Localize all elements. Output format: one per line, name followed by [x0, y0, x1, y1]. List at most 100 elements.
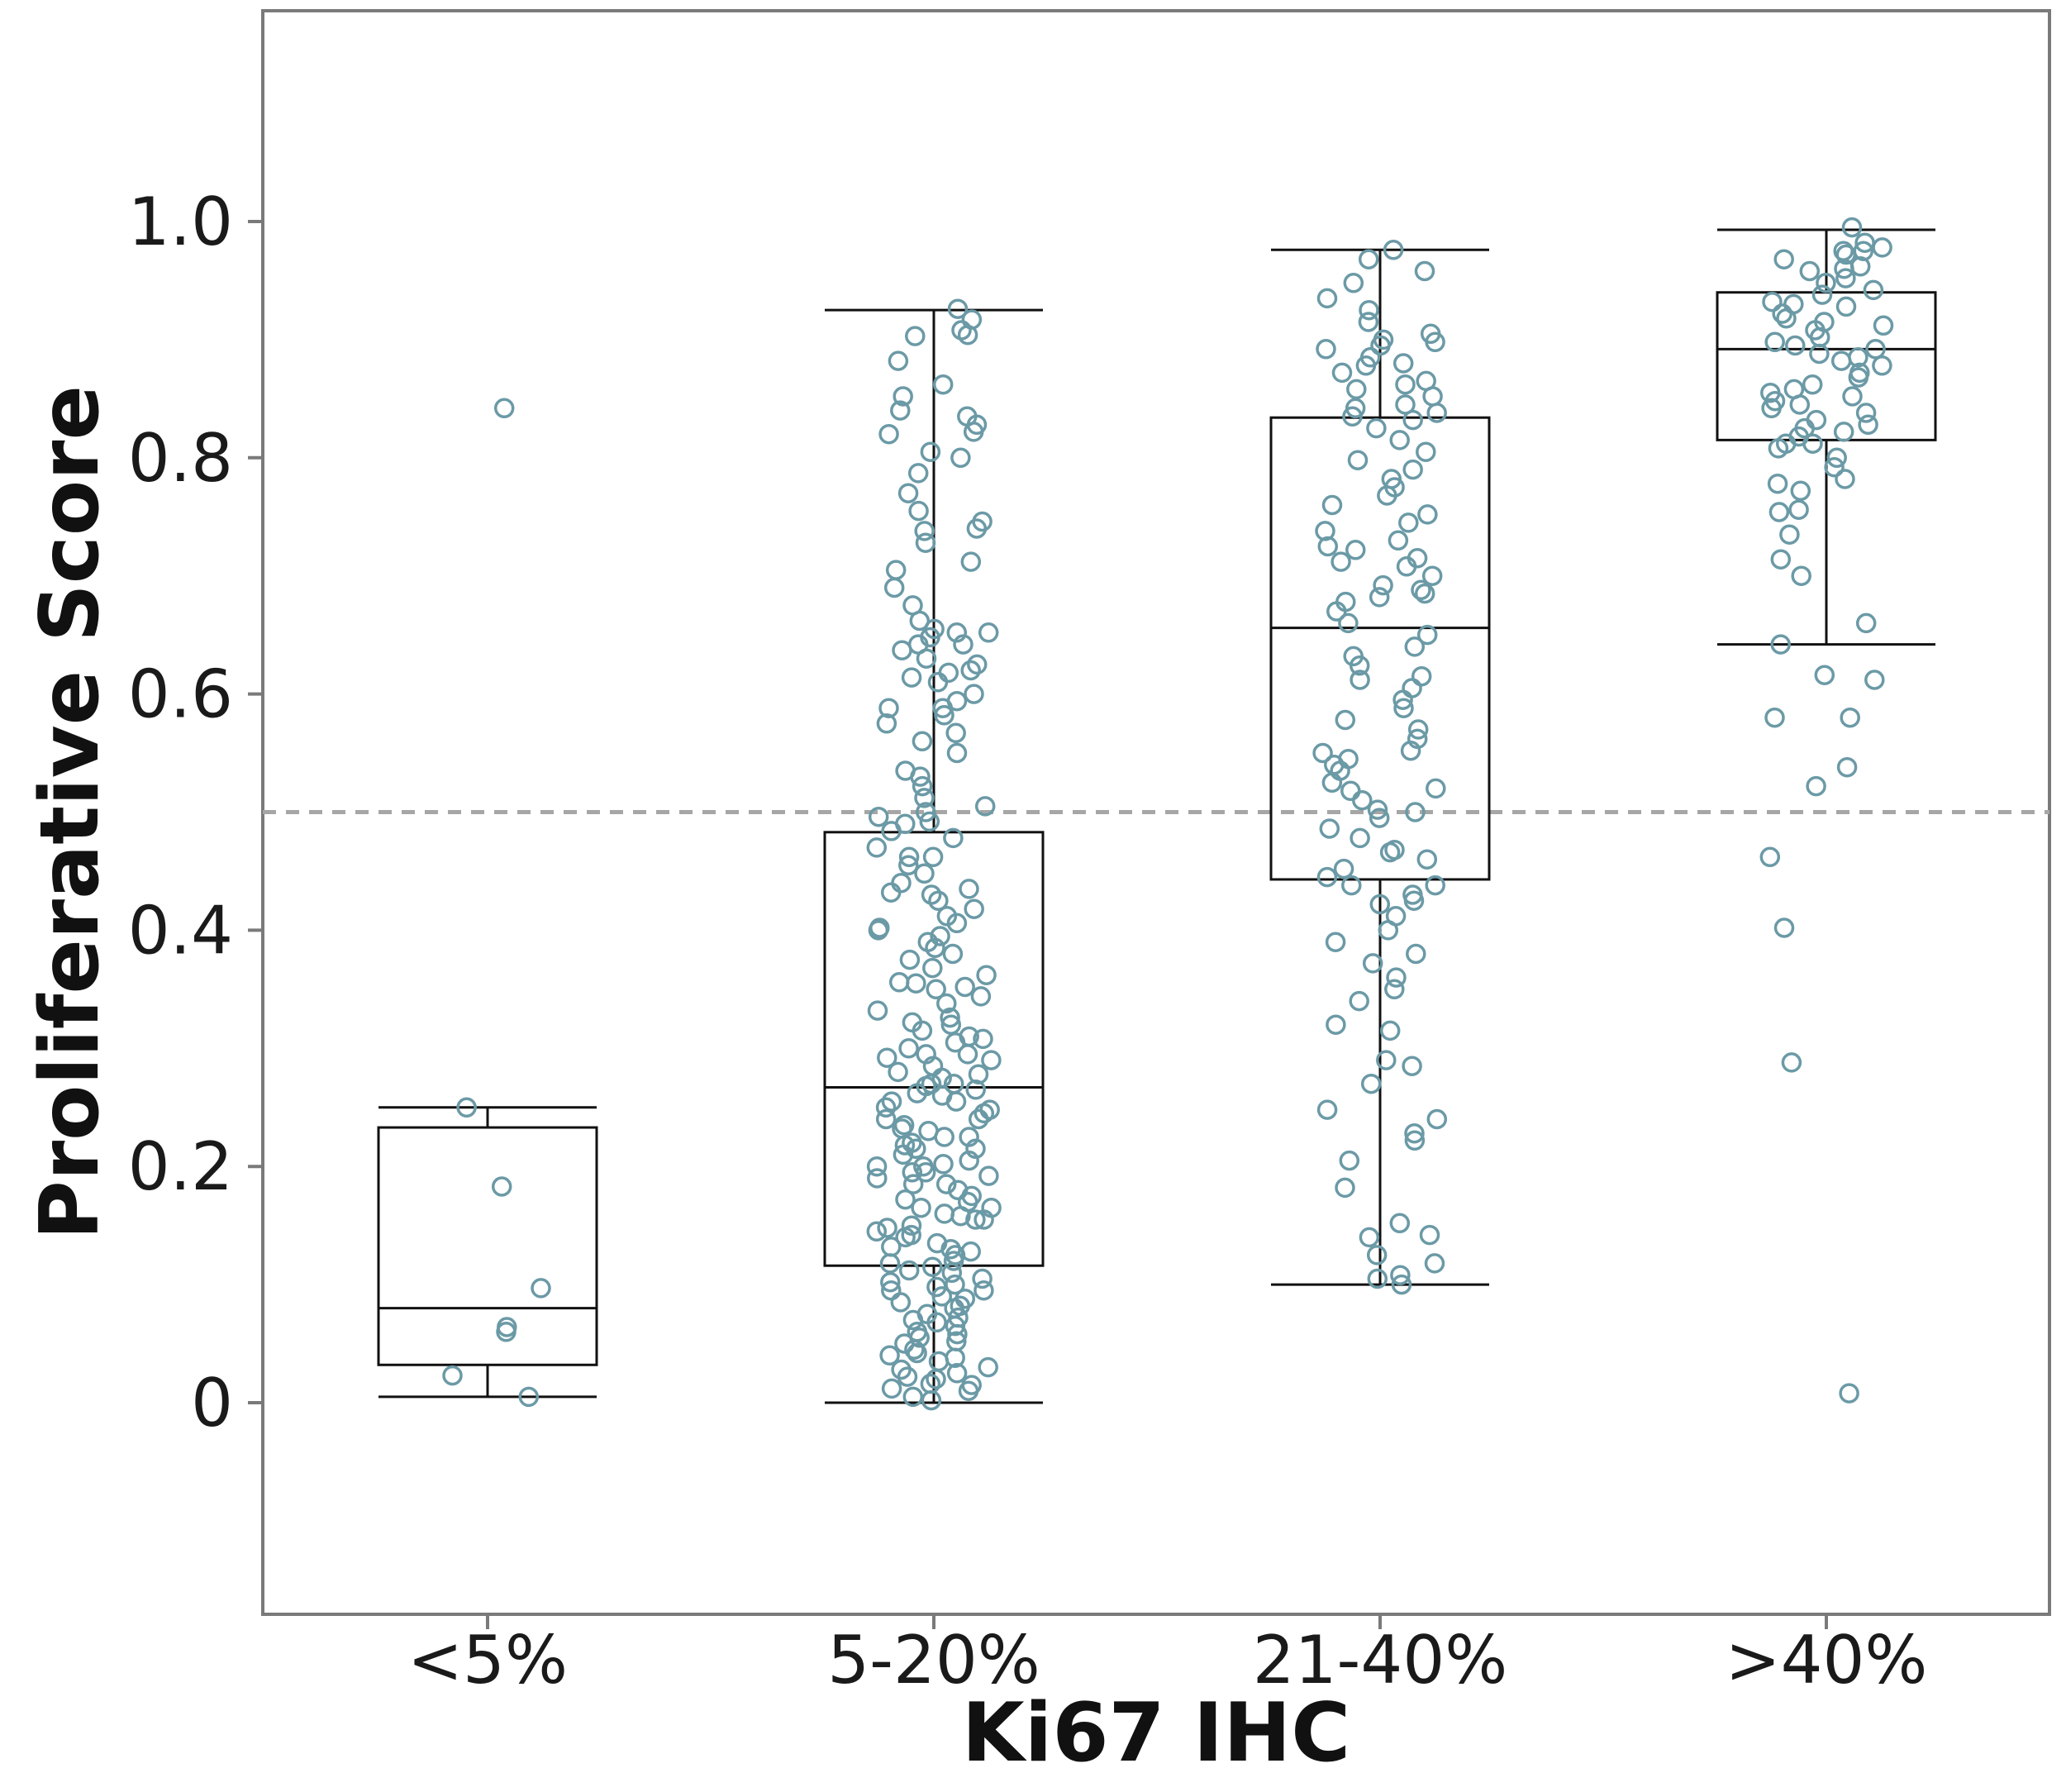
data-point [938, 662, 959, 684]
data-point [1403, 890, 1425, 911]
data-point [1414, 260, 1435, 282]
data-point [964, 684, 984, 704]
data-point [957, 1044, 978, 1065]
data-point [890, 400, 911, 421]
data-point [1789, 394, 1811, 415]
data-point [902, 1309, 924, 1331]
data-point [1834, 258, 1854, 279]
data-point [902, 1174, 924, 1194]
data-point [1864, 670, 1885, 690]
data-point [1833, 422, 1854, 442]
data-point [1315, 521, 1335, 541]
data-point [907, 1342, 927, 1364]
data-point [890, 1292, 912, 1313]
x-axis-ticks: <5% 5-20% 21-40% >40% [407, 1614, 1927, 1699]
data-point [1863, 279, 1884, 301]
data-point [935, 1174, 957, 1194]
data-point [1764, 707, 1785, 728]
data-point [978, 1165, 999, 1186]
data-point [1325, 932, 1346, 952]
data-point [1369, 587, 1390, 608]
data-point [974, 796, 996, 817]
data-point [1814, 665, 1835, 685]
data-point [1760, 382, 1781, 403]
data-point [947, 298, 969, 319]
data-point [906, 1138, 926, 1160]
data-point [910, 766, 931, 787]
data-point [909, 610, 931, 631]
data-point [965, 1138, 986, 1160]
data-point [1840, 707, 1860, 728]
data-point [1762, 291, 1783, 312]
data-point [531, 1278, 551, 1299]
data-point [1416, 441, 1436, 462]
data-point [1767, 473, 1788, 494]
data-point [940, 1007, 960, 1028]
data-point [879, 1253, 901, 1274]
data-point [1335, 709, 1356, 731]
data-point [880, 1271, 901, 1293]
data-point [1402, 409, 1423, 431]
y-tick-label: 1.0 [128, 183, 233, 260]
data-point [1855, 612, 1877, 634]
data-point [1421, 565, 1443, 586]
data-point [928, 890, 949, 911]
data-point [1343, 273, 1364, 293]
data-point [1339, 1150, 1360, 1171]
data-point [959, 879, 979, 899]
data-point [1416, 849, 1438, 870]
data-point [1835, 296, 1857, 317]
data-point [1384, 979, 1405, 1000]
x-tick-label: 5-20% [827, 1622, 1040, 1699]
data-point [1349, 990, 1369, 1012]
data-point [920, 441, 941, 462]
y-tick-label: 0.6 [128, 656, 233, 733]
data-point [959, 1127, 979, 1147]
data-point [1426, 1108, 1448, 1130]
data-point [970, 986, 992, 1007]
data-point [1426, 778, 1446, 799]
data-point [1848, 347, 1868, 368]
data-point [1389, 430, 1410, 450]
data-point [902, 1162, 923, 1183]
data-point [915, 532, 936, 553]
box-2 [823, 308, 1045, 1404]
y-tick-label: 0 [191, 1365, 233, 1442]
y-tick-label: 0.2 [128, 1128, 233, 1205]
data-point [883, 577, 905, 598]
data-point [950, 447, 971, 469]
data-point [875, 1097, 897, 1118]
data-point [1802, 433, 1823, 454]
data-point [1312, 742, 1333, 764]
data-point [945, 1091, 967, 1112]
data-point [880, 882, 902, 903]
data-point [1790, 480, 1811, 502]
data-point [946, 622, 968, 643]
data-point [518, 1386, 540, 1408]
data-point [1417, 504, 1438, 525]
data-point [878, 698, 899, 718]
data-point [1331, 551, 1351, 572]
data-point [1759, 846, 1781, 868]
y-tick-label: 0.4 [128, 892, 233, 969]
data-point [897, 483, 919, 503]
data-point [866, 1156, 888, 1177]
data-point [1414, 583, 1435, 604]
y-axis-ticks: 0 0.2 0.4 0.6 0.8 1.0 [128, 183, 263, 1442]
data-point [1391, 1274, 1412, 1295]
data-point [869, 917, 890, 938]
data-point [867, 1000, 888, 1021]
data-point [881, 1378, 902, 1399]
x-axis-title: Ki67 IHC [962, 1686, 1350, 1780]
data-point [1378, 920, 1399, 941]
data-point [1395, 394, 1416, 415]
data-point [976, 965, 997, 985]
data-point [916, 1075, 936, 1097]
data-point [932, 374, 954, 395]
data-point [925, 937, 945, 959]
data-point [953, 634, 973, 655]
data-point [907, 463, 929, 484]
data-point [456, 1097, 477, 1118]
data-point [930, 926, 950, 946]
data-point [898, 855, 919, 876]
